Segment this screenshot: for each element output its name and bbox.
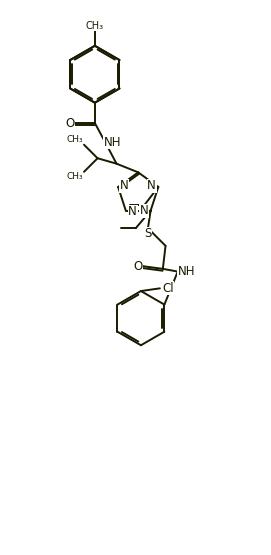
Text: CH₃: CH₃ [66, 172, 83, 181]
Text: NH: NH [104, 135, 121, 149]
Text: O: O [65, 117, 74, 129]
Text: Cl: Cl [162, 282, 174, 295]
Text: N: N [140, 204, 148, 217]
Text: CH₃: CH₃ [86, 21, 104, 31]
Text: CH₃: CH₃ [66, 135, 83, 144]
Text: N: N [128, 205, 137, 219]
Text: N: N [147, 179, 156, 192]
Text: O: O [133, 260, 142, 273]
Text: NH: NH [178, 265, 195, 278]
Text: N: N [120, 179, 128, 192]
Text: S: S [144, 227, 151, 240]
